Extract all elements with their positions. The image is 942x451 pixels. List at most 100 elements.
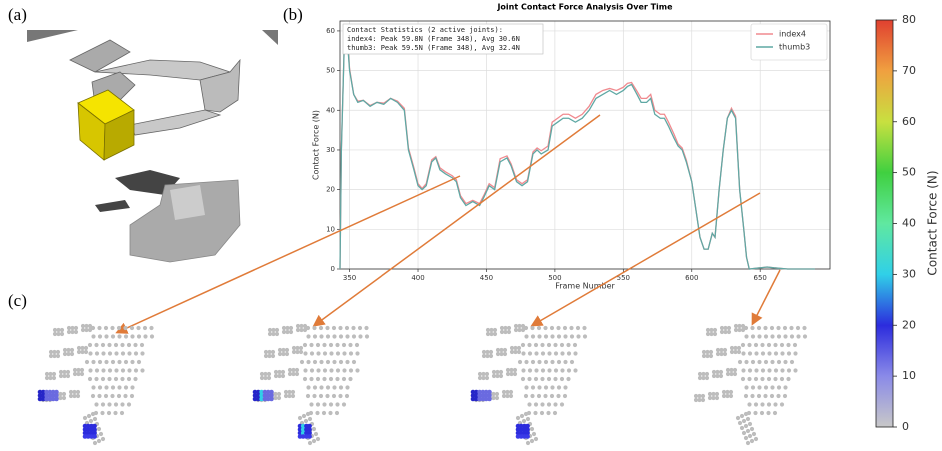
hand-point xyxy=(107,376,112,382)
colorbar-tick-label: 60 xyxy=(902,115,916,128)
hand-point xyxy=(92,430,97,436)
hand-point xyxy=(718,373,724,379)
chart-title: Joint Contact Force Analysis Over Time xyxy=(496,3,673,12)
hand-point xyxy=(303,418,309,424)
hand-point xyxy=(543,393,548,399)
hand-point xyxy=(72,389,77,395)
hand-point xyxy=(348,376,353,382)
hand-point xyxy=(89,427,94,432)
hand-point xyxy=(123,325,128,331)
hand-point xyxy=(562,325,568,331)
hand-point xyxy=(44,371,50,377)
hand-point xyxy=(700,393,706,399)
hand-point xyxy=(294,367,300,373)
hand-point xyxy=(737,359,743,365)
hand-point xyxy=(747,351,753,356)
hand-point xyxy=(303,368,308,373)
hand-point xyxy=(322,402,327,407)
hand-point xyxy=(766,342,772,348)
hand-point xyxy=(498,373,504,379)
hand-point xyxy=(98,431,104,437)
hand-point xyxy=(37,393,43,398)
hand-point xyxy=(259,375,265,381)
hand-point xyxy=(285,329,290,335)
hand-point xyxy=(732,371,738,377)
hand-point xyxy=(79,371,85,377)
hand-point xyxy=(73,325,79,331)
hand-point xyxy=(483,393,489,398)
hand-point xyxy=(338,385,344,390)
hand-point xyxy=(295,345,300,351)
hand-point xyxy=(280,373,286,379)
hand-point xyxy=(533,376,539,382)
hand-point xyxy=(302,342,308,348)
hand-point xyxy=(723,329,728,335)
hand-point xyxy=(85,427,91,432)
hand-point xyxy=(722,347,728,353)
hand-point xyxy=(733,327,739,333)
y-tick-label: 40 xyxy=(326,106,335,114)
hand-point xyxy=(517,359,523,365)
hand-point xyxy=(529,438,535,444)
hand-point xyxy=(348,368,354,373)
hand-point xyxy=(550,385,555,390)
hand-point xyxy=(315,342,321,348)
hand-point xyxy=(499,347,504,353)
hand-point xyxy=(94,368,100,373)
hand-point xyxy=(712,327,718,333)
hand-point xyxy=(733,345,738,351)
hand-point xyxy=(59,327,65,333)
hand-point xyxy=(725,367,731,373)
annotation-text: index4: Peak 59.8N (Frame 348), Avg 30.6… xyxy=(347,35,520,43)
hand-point xyxy=(556,359,562,365)
hand-point xyxy=(533,436,539,442)
hand-point xyxy=(305,325,311,331)
hand-point xyxy=(110,359,116,365)
hand-point xyxy=(543,334,549,339)
hand-point xyxy=(269,396,274,402)
hand-point xyxy=(89,434,94,439)
hand-point xyxy=(307,423,312,429)
hand-point xyxy=(573,351,578,356)
hand-point xyxy=(55,353,61,359)
hand-point xyxy=(44,389,49,395)
hand-point xyxy=(715,347,721,353)
hand-point xyxy=(136,359,142,365)
hand-point xyxy=(358,334,363,339)
hand-point xyxy=(477,375,483,381)
hand-point xyxy=(357,325,363,331)
hand-point xyxy=(65,373,71,379)
panel-label: (a) xyxy=(8,5,27,24)
hand-point xyxy=(123,334,129,339)
hand-point xyxy=(259,371,265,377)
hand-point xyxy=(331,393,337,399)
hand-point xyxy=(756,325,762,331)
hand-point xyxy=(44,375,50,381)
hand-point xyxy=(50,393,56,398)
hand-point xyxy=(477,393,482,398)
hand-point xyxy=(576,334,581,339)
hand-point xyxy=(740,342,746,348)
hand-point xyxy=(92,434,97,439)
hand-point xyxy=(711,391,716,397)
hand-point xyxy=(525,430,530,436)
hand-point xyxy=(783,359,788,365)
hand-point xyxy=(123,385,129,390)
hand-point xyxy=(91,385,96,390)
hand-point xyxy=(495,347,501,353)
x-tick-label: 450 xyxy=(480,274,493,282)
hand-point xyxy=(52,327,58,333)
hand-point xyxy=(524,359,529,365)
hand-point xyxy=(307,434,312,439)
hand-point xyxy=(341,376,347,382)
hand-point xyxy=(524,334,529,339)
hand-point xyxy=(481,375,486,381)
hand-point xyxy=(338,334,344,339)
hand-point xyxy=(299,323,304,329)
hand-point xyxy=(262,389,268,395)
hand-point xyxy=(537,385,542,390)
hand-point xyxy=(345,385,350,390)
hand-point xyxy=(126,376,132,382)
hand-point xyxy=(747,368,753,373)
hand-point xyxy=(491,369,497,375)
